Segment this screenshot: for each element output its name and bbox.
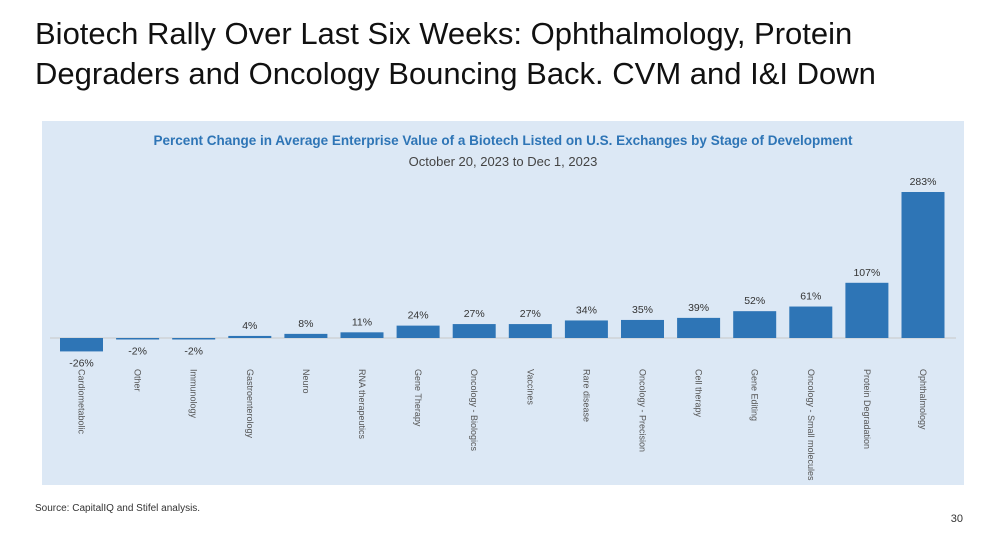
chart-title: Percent Change in Average Enterprise Val… xyxy=(153,133,853,148)
bar-oncology-small-molecules xyxy=(789,306,833,338)
data-label: 35% xyxy=(632,304,653,316)
bar-gene-therapy xyxy=(396,325,440,338)
bar-neuro xyxy=(284,333,328,338)
bar-oncology-precision xyxy=(621,319,664,338)
data-label: 39% xyxy=(688,302,709,314)
bar-cell-therapy xyxy=(677,317,721,338)
data-label: 61% xyxy=(800,291,821,303)
data-label: 52% xyxy=(744,295,765,307)
data-label: 8% xyxy=(298,318,313,330)
source-note: Source: CapitalIQ and Stifel analysis. xyxy=(35,503,201,514)
data-label: 4% xyxy=(242,320,257,332)
bar-cardiometabolic xyxy=(60,338,103,352)
bar-protein-degradation xyxy=(845,282,889,338)
data-label: 27% xyxy=(520,308,541,320)
category-label: Gastroenterology xyxy=(245,369,255,439)
data-label: -2% xyxy=(128,346,147,358)
data-label: 27% xyxy=(464,308,485,320)
bar-other xyxy=(116,338,160,340)
data-label: 283% xyxy=(910,176,937,188)
chart-subtitle: October 20, 2023 to Dec 1, 2023 xyxy=(408,154,598,169)
bar-immunology xyxy=(172,338,216,340)
data-label: 24% xyxy=(408,310,429,322)
category-label: RNA therapeutics xyxy=(357,369,367,440)
category-label: Immunology xyxy=(189,369,199,419)
bar-rna-therapeutics xyxy=(340,332,384,338)
data-label: -2% xyxy=(184,346,203,358)
category-label: Gene Therapy xyxy=(413,369,423,427)
bar-ophthalmology xyxy=(901,192,945,338)
category-label: Neuro xyxy=(301,369,311,394)
data-label: 107% xyxy=(853,267,880,279)
page-number: 30 xyxy=(950,513,963,525)
data-label: 34% xyxy=(576,304,597,316)
data-label: 11% xyxy=(352,316,372,328)
category-label: Vaccines xyxy=(525,369,535,405)
bar-chart: -26%Cardiometabolic -2% Other -2% Immunology… xyxy=(50,176,956,481)
category-label: Cardiometabolic xyxy=(77,369,87,435)
bar-gastroenterology xyxy=(228,335,272,338)
category-label: Oncology - Biologics xyxy=(469,369,479,452)
bar-gene-editing xyxy=(733,311,777,338)
bar-rare-disease xyxy=(564,320,608,338)
bar-oncology-biologics xyxy=(452,324,496,338)
category-label: Other xyxy=(133,369,143,392)
data-label: -26% xyxy=(69,357,94,369)
category-label: Cell therapy xyxy=(694,369,704,418)
category-label: Oncology - Small molecules xyxy=(806,369,816,481)
slide-title: Biotech Rally Over Last Six Weeks: Ophth… xyxy=(35,16,876,91)
chart-panel: Percent Change in Average Enterprise Val… xyxy=(42,121,964,485)
category-label: Protein Degradation xyxy=(862,369,872,449)
category-label: Gene Editing xyxy=(750,369,760,421)
bar-vaccines xyxy=(508,324,552,338)
category-label: Ophthalmology xyxy=(918,369,928,430)
category-label: Oncology - Precision xyxy=(638,369,648,452)
category-label: Rare disease xyxy=(581,369,591,422)
